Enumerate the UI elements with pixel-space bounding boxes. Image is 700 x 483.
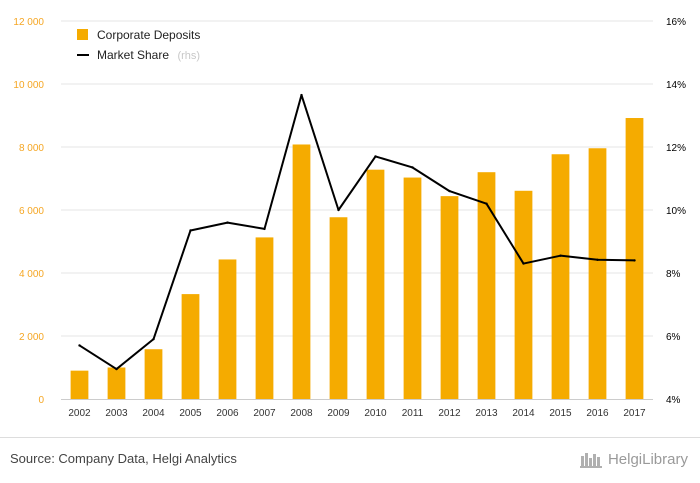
x-tick-label: 2015 (549, 408, 572, 419)
x-tick-label: 2007 (253, 408, 276, 419)
bar-2014 (514, 190, 533, 399)
x-tick-label: 2009 (327, 408, 350, 419)
bar-2009 (329, 217, 348, 399)
right-tick-label: 16% (666, 17, 686, 28)
market-share-point-2004 (152, 337, 155, 341)
market-share-point-2010 (374, 155, 377, 158)
bar-2008 (292, 144, 311, 399)
x-tick-label: 2014 (512, 408, 535, 419)
legend-rhs-note: (rhs) (177, 50, 200, 62)
bar-2002 (70, 370, 89, 399)
market-share-point-2003 (115, 367, 118, 371)
x-tick-label: 2016 (586, 408, 609, 419)
source-note: Source: Company Data, Helgi Analytics (10, 451, 237, 466)
right-tick-label: 8% (666, 269, 681, 280)
x-tick-label: 2012 (438, 408, 461, 419)
market-share-point-2014 (522, 262, 525, 265)
market-share-point-2017 (633, 259, 636, 262)
market-share-point-2005 (189, 229, 192, 232)
left-axis: 0 2 000 4 000 6 000 8 000 10 000 12 000 (13, 17, 44, 406)
chart-canvas: 0 2 000 4 000 6 000 8 000 10 000 12 000 4% 6% 8%… (13, 17, 686, 419)
svg-text:Market Share (rhs): Market Share (rhs) (97, 46, 200, 63)
left-tick-label: 8 000 (19, 143, 44, 154)
x-tick-label: 2003 (105, 408, 128, 419)
right-tick-label: 12% (666, 143, 686, 154)
footer-divider (0, 437, 700, 438)
x-tick-label: 2010 (364, 408, 387, 419)
market-share-point-2016 (596, 258, 599, 261)
x-axis: 2002 2003 2004 2005 2006 2007 2008 2009 2010 2011… (68, 408, 646, 419)
bar-2004 (144, 349, 163, 399)
left-tick-label: 4 000 (19, 269, 44, 280)
market-share-point-2008 (300, 93, 303, 97)
x-tick-label: 2008 (290, 408, 313, 419)
left-tick-label: 12 000 (13, 17, 44, 28)
right-tick-label: 4% (666, 395, 681, 406)
market-share-point-2007 (263, 227, 266, 231)
legend-label-corporate-deposits: Corporate Deposits (97, 28, 200, 42)
market-share-point-2006 (226, 221, 229, 224)
x-tick-label: 2006 (216, 408, 239, 419)
market-share-point-2002 (78, 344, 81, 347)
legend-swatch-bar (77, 29, 88, 40)
x-tick-label: 2005 (179, 408, 202, 419)
x-tick-label: 2017 (623, 408, 646, 419)
bar-2017 (625, 118, 644, 400)
market-share-point-2012 (448, 189, 451, 193)
library-icon (579, 453, 602, 468)
right-tick-label: 14% (666, 80, 686, 91)
x-tick-label: 2013 (475, 408, 498, 419)
brand-logo[interactable]: HelgiLibrary (579, 450, 688, 468)
line-series-market-share (78, 93, 636, 371)
left-tick-label: 10 000 (13, 80, 44, 91)
legend-label-market-share: Market Share (97, 48, 169, 62)
bar-2010 (366, 169, 385, 399)
market-share-point-2009 (337, 208, 340, 212)
left-tick-label: 2 000 (19, 332, 44, 343)
right-tick-label: 6% (666, 332, 681, 343)
market-share-point-2015 (559, 254, 562, 257)
bar-series-corporate-deposits (70, 118, 644, 400)
right-tick-label: 10% (666, 206, 686, 217)
bar-2011 (403, 177, 422, 399)
bar-2006 (218, 259, 237, 399)
bar-2012 (440, 196, 459, 399)
bar-2016 (588, 148, 607, 399)
bar-2007 (255, 237, 274, 399)
gridlines (61, 20, 653, 400)
bar-2005 (181, 294, 200, 399)
left-tick-label: 6 000 (19, 206, 44, 217)
brand-name: HelgiLibrary (607, 450, 688, 468)
market-share-point-2013 (485, 202, 488, 205)
market-share-line (78, 94, 635, 371)
market-share-point-2011 (411, 166, 414, 169)
bar-2015 (551, 154, 570, 399)
left-tick-label: 0 (38, 395, 44, 406)
right-axis: 4% 6% 8% 10% 12% 14% 16% (666, 17, 686, 406)
bar-2013 (477, 172, 496, 399)
x-tick-label: 2002 (68, 408, 91, 419)
bar-2003 (107, 367, 126, 399)
legend: Corporate Deposits Market Share (rhs) (77, 28, 200, 63)
x-tick-label: 2004 (142, 408, 165, 419)
x-tick-label: 2011 (402, 408, 424, 419)
